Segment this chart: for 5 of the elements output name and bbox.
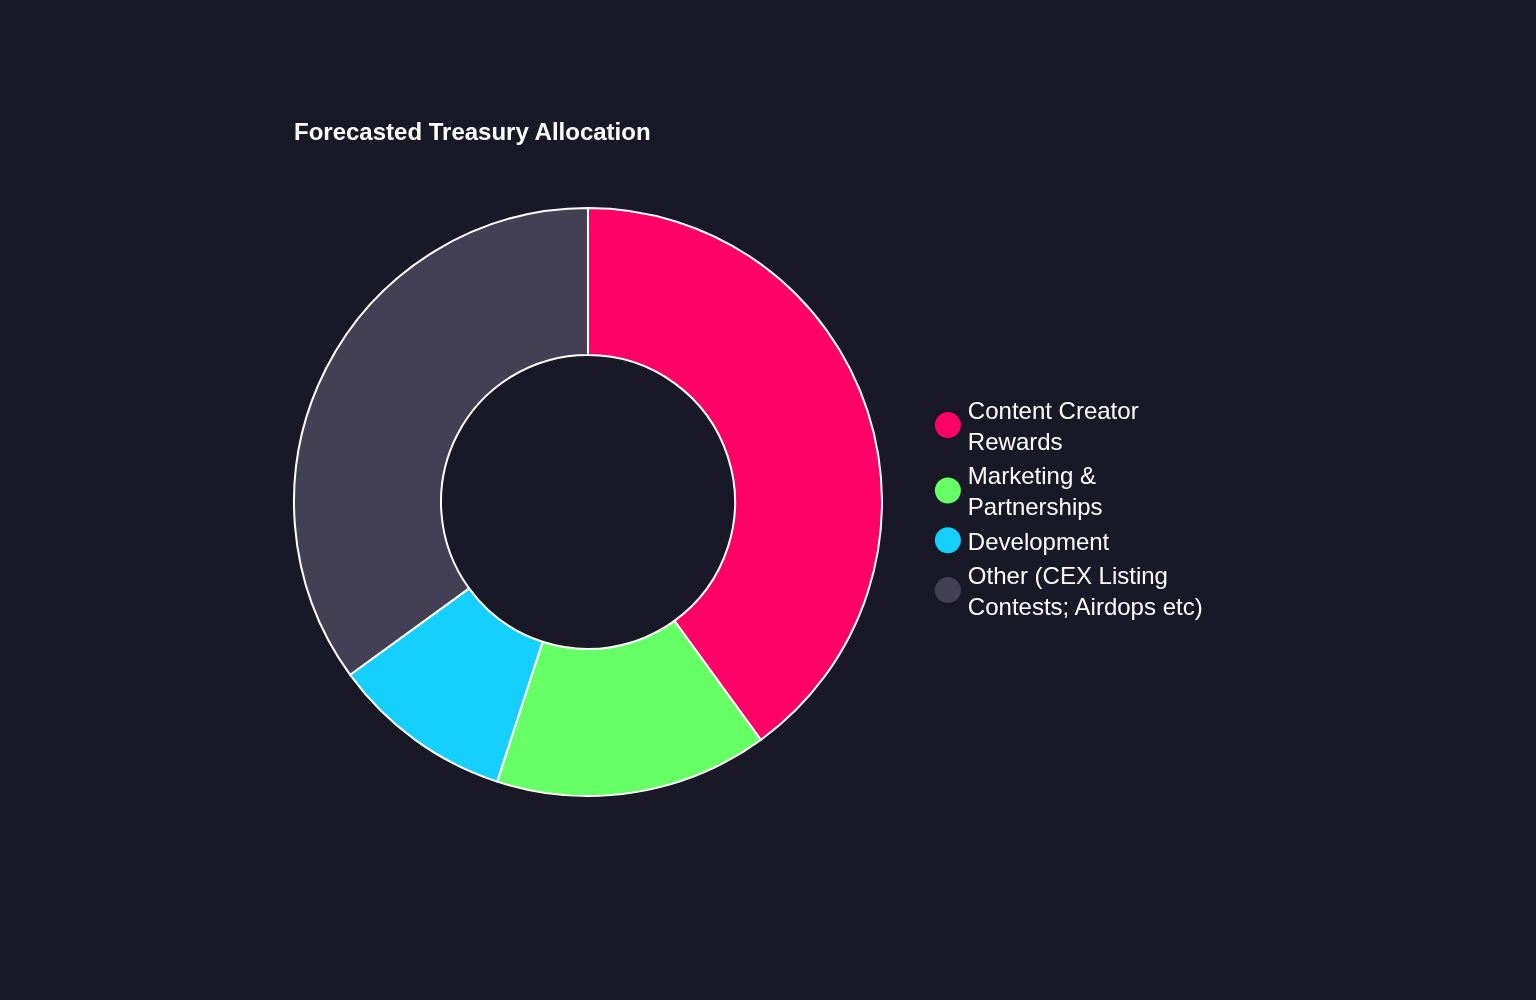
legend-label: Marketing & Partnerships: [967, 462, 1103, 521]
chart-title: Forecasted Treasury Allocation: [294, 118, 651, 146]
legend-label: Content Creator Rewards: [967, 396, 1139, 456]
legend-label: Other (CEX Listing Contests; Airdops etc): [967, 561, 1203, 621]
legend-label: Development: [967, 527, 1110, 555]
